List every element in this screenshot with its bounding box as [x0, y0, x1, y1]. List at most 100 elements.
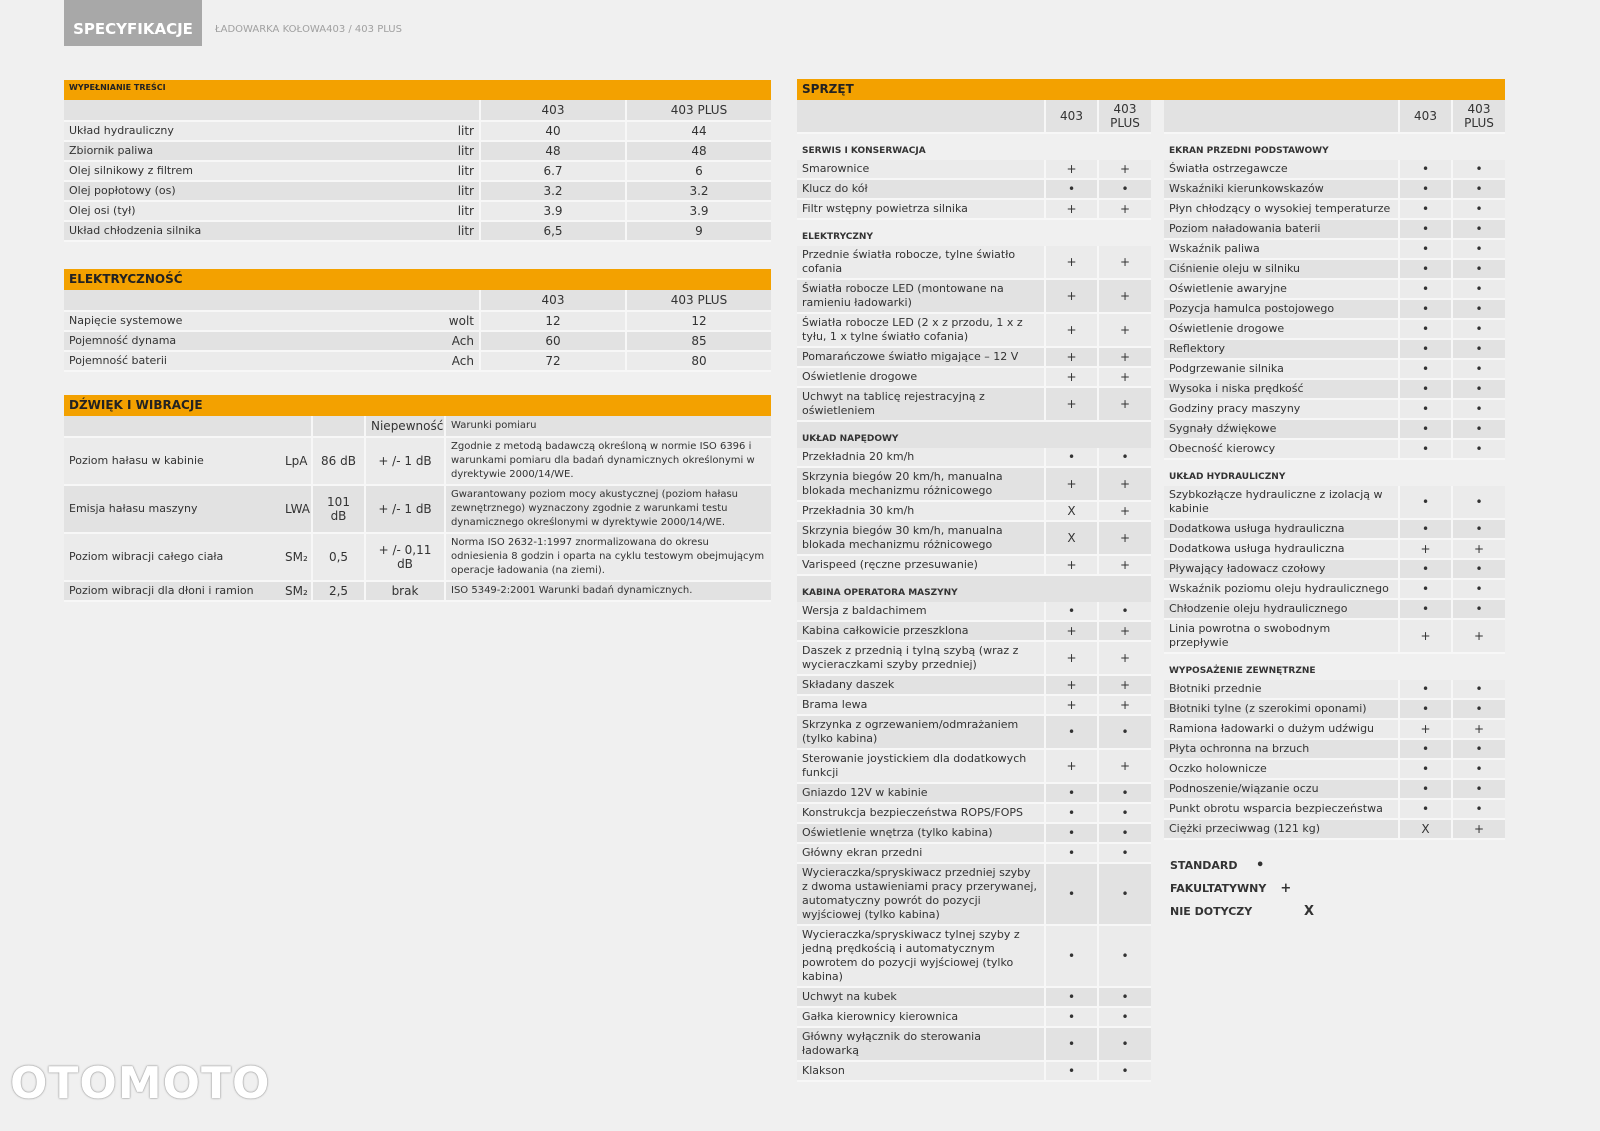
availability: + [1044, 199, 1098, 220]
availability: • [1398, 339, 1452, 360]
section-title: ELEKTRYCZNOŚĆ [64, 269, 771, 290]
equipment-row: Ciśnienie oleju w silniku • • [1164, 259, 1505, 280]
availability: • [1044, 863, 1098, 926]
availability: • [1398, 579, 1452, 600]
uncertainty: brak [364, 581, 445, 602]
value: 2,5 [311, 581, 365, 602]
column-header: 403 PLUS [1451, 100, 1505, 134]
equipment-row: Płyn chłodzący o wysokiej temperaturze • • [1164, 199, 1505, 220]
equipment-table: 403 403 PLUS SERWIS I KONSERWACJA Smarownic… [797, 100, 1151, 1082]
equipment-row: Daszek z przednią i tylną szybą (wraz z … [797, 641, 1151, 676]
availability: + [1451, 819, 1505, 840]
label: Ciężki przeciwwag (121 kg) [1164, 819, 1399, 840]
equipment-row: Ciężki przeciwwag (121 kg) X + [1164, 819, 1505, 840]
availability: • [1451, 299, 1505, 320]
label: Przekładnia 30 km/h [797, 501, 1045, 522]
condition: Zgodnie z metodą badawczą określoną w no… [444, 437, 771, 486]
availability: • [1398, 219, 1452, 240]
availability: + [1097, 347, 1151, 368]
unit: wolt [440, 311, 480, 332]
availability: + [1097, 246, 1151, 280]
label: Klakson [797, 1061, 1045, 1082]
availability: + [1097, 467, 1151, 502]
label: Skrzynia biegów 20 km/h, manualna blokad… [797, 467, 1045, 502]
equipment-row: Wycieraczka/spryskiwacz przedniej szyby … [797, 863, 1151, 926]
availability: • [1451, 779, 1505, 800]
availability: + [1044, 246, 1098, 280]
label: Światła ostrzegawcze [1164, 160, 1399, 180]
availability: + [1044, 279, 1098, 314]
availability: • [1451, 160, 1505, 180]
availability: • [1097, 1007, 1151, 1028]
availability: • [1398, 179, 1452, 200]
label: Pomarańczowe światło migające – 12 V [797, 347, 1045, 368]
label: Olej silnikowy z filtrem [64, 161, 440, 182]
equipment-row: Oczko holownicze • • [1164, 759, 1505, 780]
availability: + [1097, 501, 1151, 522]
equipment-row: Wycieraczka/spryskiwacz tylnej szyby z j… [797, 925, 1151, 988]
availability: • [1097, 783, 1151, 804]
unit: litr [440, 121, 480, 142]
availability: + [1097, 279, 1151, 314]
availability: • [1398, 599, 1452, 620]
availability: • [1044, 602, 1098, 622]
availability: • [1097, 823, 1151, 844]
value: 0,5 [311, 533, 365, 582]
equipment-row: Skrzynia biegów 30 km/h, manualna blokad… [797, 521, 1151, 556]
equipment-row: Klucz do kół • • [797, 179, 1151, 200]
label: Olej popłotowy (os) [64, 181, 440, 202]
availability: • [1398, 199, 1452, 220]
section-heading: ELEKTRYCZNY [797, 219, 1151, 246]
availability: + [1451, 619, 1505, 654]
availability: • [1451, 339, 1505, 360]
equipment-row: Wskaźniki kierunkowskazów • • [1164, 179, 1505, 200]
header-row: 403 403 PLUS [1164, 100, 1505, 134]
label: Wysoka i niska prędkość [1164, 379, 1399, 400]
value: 60 [479, 331, 626, 352]
label: Uchwyt na kubek [797, 987, 1045, 1008]
label: Konstrukcja bezpieczeństwa ROPS/FOPS [797, 803, 1045, 824]
subtitle: ŁADOWARKA KOŁOWA403 / 403 PLUS [215, 24, 402, 35]
column-header: 403 PLUS [1097, 100, 1151, 134]
legend-item: STANDARD • [1170, 854, 1505, 877]
label: Poziom naładowania baterii [1164, 219, 1399, 240]
label: Układ chłodzenia silnika [64, 221, 440, 242]
label: Skrzynia biegów 30 km/h, manualna blokad… [797, 521, 1045, 556]
equipment-row: Punkt obrotu wsparcia bezpieczeństwa • • [1164, 799, 1505, 820]
availability: + [1097, 387, 1151, 422]
label: Skrzynka z ogrzewaniem/odmrażaniem (tylk… [797, 715, 1045, 750]
availability: • [1398, 559, 1452, 580]
value: 3.9 [479, 201, 626, 222]
availability: • [1451, 579, 1505, 600]
label: Błotniki przednie [1164, 680, 1399, 700]
equipment-row: Dodatkowa usługa hydrauliczna + + [1164, 539, 1505, 560]
value: 72 [479, 351, 626, 372]
section-heading: SERWIS I KONSERWACJA [797, 133, 1151, 160]
legend-item: FAKULTATYWNY + [1170, 877, 1505, 900]
availability: + [1044, 675, 1098, 696]
column-header: 403 [1398, 100, 1452, 134]
column-header: Warunki pomiaru [444, 416, 771, 438]
availability: • [1097, 715, 1151, 750]
availability: • [1044, 843, 1098, 864]
availability: • [1044, 448, 1098, 468]
condition: ISO 5349-2:2001 Warunki badań dynamiczny… [444, 581, 771, 602]
spec-row: Pojemność dynama Ach 60 85 [64, 331, 771, 352]
availability: • [1097, 1061, 1151, 1082]
availability: + [1097, 675, 1151, 696]
section-heading: UKŁAD HYDRAULICZNY [1164, 459, 1505, 486]
availability: + [1044, 695, 1098, 716]
availability: • [1451, 359, 1505, 380]
availability: + [1044, 387, 1098, 422]
equipment-row: Godziny pracy maszyny • • [1164, 399, 1505, 420]
availability: • [1451, 259, 1505, 280]
availability: • [1398, 439, 1452, 460]
symbol: SM₂ [280, 533, 312, 582]
availability: • [1044, 1061, 1098, 1082]
availability: X [1044, 521, 1098, 556]
label: Gałka kierownicy kierownica [797, 1007, 1045, 1028]
empty-cell [64, 416, 312, 438]
availability: + [1044, 641, 1098, 676]
equipment-row: Błotniki tylne (z szerokimi oponami) • • [1164, 699, 1505, 720]
availability: + [1097, 521, 1151, 556]
